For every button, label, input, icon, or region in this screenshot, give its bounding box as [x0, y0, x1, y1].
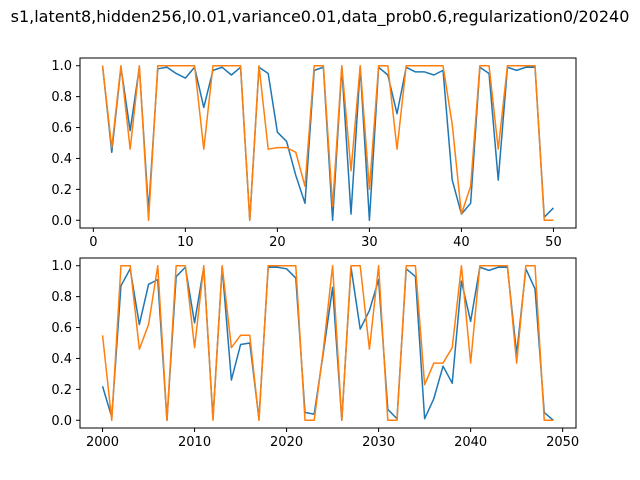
y-tick-label: 0.6 — [51, 321, 72, 336]
series-a-line — [101, 266, 554, 422]
y-tick-label: 0.0 — [51, 414, 72, 429]
x-tick-label: 50 — [545, 235, 562, 250]
x-tick-label: 30 — [361, 235, 378, 250]
y-tick-label: 0.2 — [51, 183, 72, 198]
y-tick-label: 0.0 — [51, 214, 72, 229]
axes-frame — [79, 57, 577, 229]
x-tick-label: 10 — [177, 235, 194, 250]
y-tick-label: 1.0 — [51, 59, 72, 74]
x-tick-label: 2030 — [362, 435, 395, 450]
y-tick-label: 1.0 — [51, 259, 72, 274]
y-tick-label: 0.8 — [51, 290, 72, 305]
x-tick-label: 20 — [269, 235, 286, 250]
x-tick-label: 40 — [453, 235, 470, 250]
y-tick-label: 0.2 — [51, 383, 72, 398]
x-tick-label: 2020 — [270, 435, 303, 450]
y-tick-label: 0.4 — [51, 152, 72, 167]
x-tick-label: 2000 — [86, 435, 119, 450]
y-tick-label: 0.4 — [51, 352, 72, 367]
x-tick-label: 2050 — [546, 435, 579, 450]
y-tick-label: 0.8 — [51, 90, 72, 105]
x-tick-label: 0 — [89, 235, 97, 250]
series-b-line — [101, 64, 554, 222]
series-b-line — [101, 264, 554, 422]
bottom-axes: 2000 2010 2020 2030 2040 2050 0.0 0.2 0.4 0.6 0.8 1… — [51, 257, 579, 450]
x-tick-label: 2010 — [178, 435, 211, 450]
axes-frame — [79, 257, 577, 429]
figure-title: s1,latent8,hidden256,l0.01,variance0.01,… — [11, 7, 630, 27]
y-tick-label: 0.6 — [51, 121, 72, 136]
top-axes: 0 10 20 30 40 50 0.0 0.2 0.4 0.6 0.8 1.0 — [51, 57, 577, 250]
x-tick-label: 2040 — [454, 435, 487, 450]
